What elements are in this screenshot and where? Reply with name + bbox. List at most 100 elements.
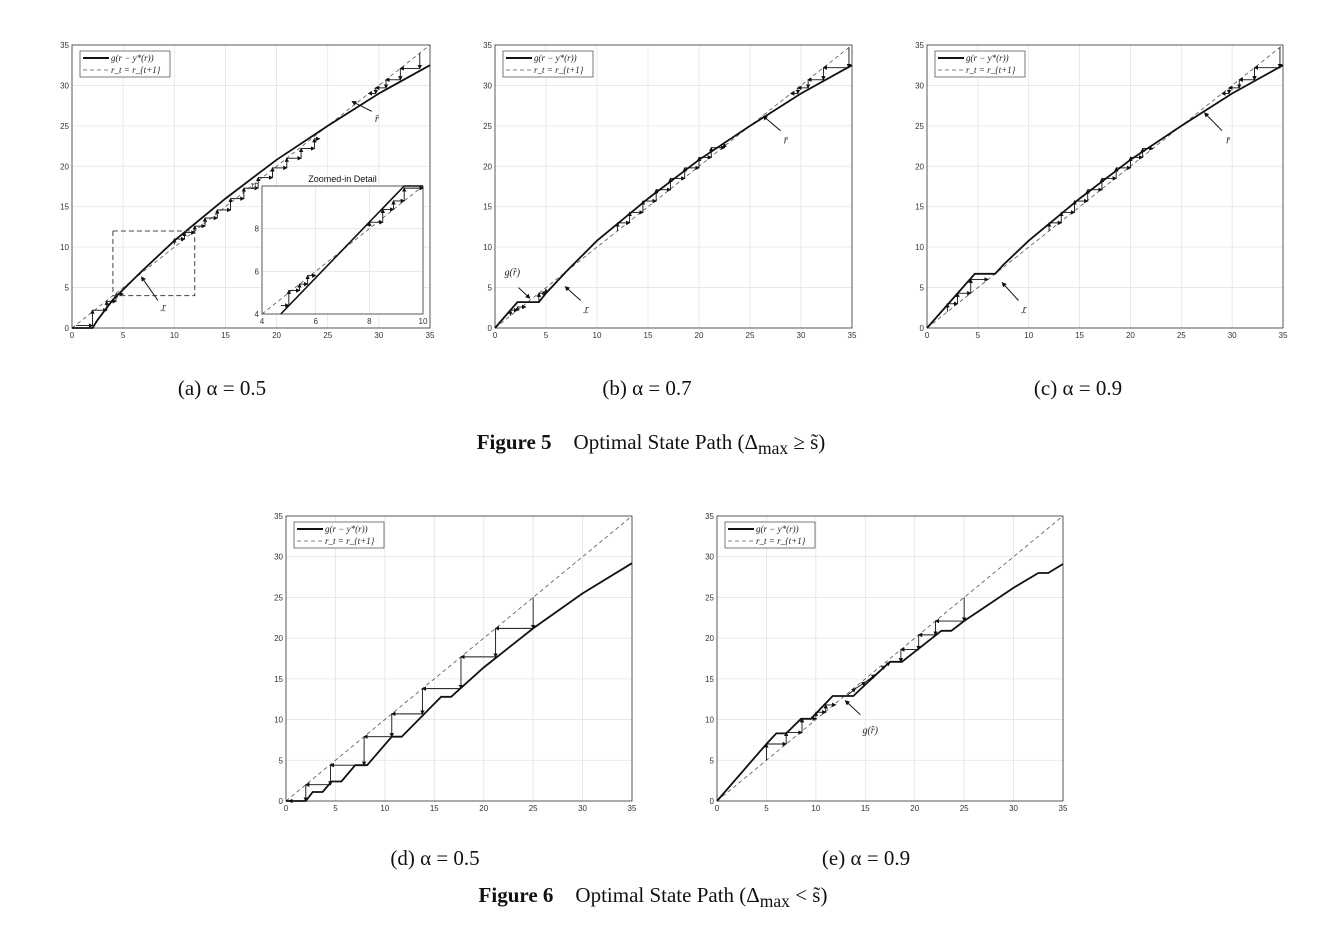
diagonal-series-line [285,515,633,802]
x-tick-label: 10 [170,331,179,340]
y-tick-label: 20 [483,162,492,171]
x-tick-label: 10 [1024,331,1033,340]
x-tick-label: 30 [374,331,383,340]
chart-c: 0 5 10 15 20 25 30 35 0 5 10 15 20 25 30 35 r̄ r̲ g(r − y*… [915,41,1288,340]
x-tick-label: 25 [529,804,538,813]
x-tick-label: 0 [925,331,930,340]
y-tick-label: 35 [274,512,283,521]
y-tick-label: 0 [488,324,493,333]
legend-label-solid: g(r − y*(r)) [756,524,799,534]
figure-title-sub: max [757,438,789,459]
x-tick-label: 15 [861,804,870,813]
y-tick-label: 10 [250,182,259,191]
annotation-arrow [762,115,781,132]
annotation-arrow [351,101,372,112]
y-tick-label: 15 [483,203,492,212]
annotation-label: r̲ [1021,304,1027,315]
x-tick-label: 25 [960,804,969,813]
x-tick-label: 35 [628,804,637,813]
annotation-label: r̄ [375,114,380,125]
legend-label-dashed: r_t = r_{t+1} [756,536,806,546]
legend-box [934,50,1026,78]
axes-box [494,44,853,329]
x-tick-label: 30 [1228,331,1237,340]
legend: g(r − y*(r)) r_t = r_{t+1} [724,521,816,549]
y-tick-label: 15 [915,203,924,212]
y-tick-label: 30 [915,81,924,90]
y-tick-label: 30 [705,553,714,562]
legend-box [724,521,816,549]
legend-box [79,50,171,78]
y-tick-label: 10 [60,243,69,252]
y-tick-label: 20 [60,162,69,171]
x-tick-label: 15 [430,804,439,813]
x-tick-label: 20 [695,331,704,340]
x-tick-label: 35 [426,331,435,340]
y-tick-label: 20 [915,162,924,171]
x-tick-label: 25 [323,331,332,340]
y-tick-label: 25 [483,122,492,131]
zoom-region-box [112,230,196,297]
figure-title-end: < s̃) [789,883,828,907]
legend-label-dashed: r_t = r_{t+1} [325,536,375,546]
x-tick-label: 25 [1177,331,1186,340]
axes-box [926,44,1284,329]
figure-title: Optimal State Path (Δ [573,430,758,454]
y-tick-label: 6 [255,267,260,276]
x-tick-label: 10 [593,331,602,340]
chart-e: 0 5 10 15 20 25 30 35 0 5 10 15 20 25 30 35 g(r̂) g(r − y… [705,512,1068,813]
annotation-arrow [1203,112,1223,132]
chart-a: 0 5 10 15 20 25 30 35 0 5 10 15 20 25 30 35 r̄ r̲ g(r − y*… [60,41,435,340]
x-tick-label: 35 [1059,804,1068,813]
x-tick-label: 0 [284,804,289,813]
y-tick-label: 15 [274,675,283,684]
x-tick-label: 35 [848,331,857,340]
x-tick-label: 25 [746,331,755,340]
legend: g(r − y*(r)) r_t = r_{t+1} [502,50,594,78]
legend-label-dashed: r_t = r_{t+1} [966,65,1016,75]
legend-label-solid: g(r − y*(r)) [966,53,1009,63]
axes-box [716,515,1064,802]
axes-box [71,44,431,329]
y-tick-label: 35 [705,512,714,521]
figure-label: Figure 5 [476,430,552,454]
legend-box [502,50,594,78]
x-tick-label: 0 [715,804,720,813]
annotation-label: r̄ [784,136,789,147]
x-tick-label: 20 [910,804,919,813]
y-tick-label: 35 [60,41,69,50]
x-tick-label: 20 [1126,331,1135,340]
g-curve-series-line [716,563,1064,802]
y-tick-label: 5 [920,284,925,293]
x-tick-label: 5 [121,331,126,340]
legend: g(r − y*(r)) r_t = r_{t+1} [293,521,385,549]
legend: g(r − y*(r)) r_t = r_{t+1} [79,50,171,78]
x-tick-label: 8 [367,317,372,326]
figure-title: Optimal State Path (Δ [575,883,760,907]
y-tick-label: 25 [60,122,69,131]
y-tick-label: 30 [60,81,69,90]
x-tick-label: 5 [544,331,549,340]
legend-label-dashed: r_t = r_{t+1} [534,65,584,75]
chart-b: 0 5 10 15 20 25 30 35 0 5 10 15 20 25 30 35 r̄ r̲ g(r̂) g(r… [483,41,857,340]
x-tick-label: 10 [419,317,428,326]
y-tick-label: 10 [483,243,492,252]
y-tick-label: 10 [274,716,283,725]
cobweb-segment [855,681,867,690]
cobweb-segment [847,688,857,696]
x-tick-label: 35 [1279,331,1288,340]
x-tick-label: 20 [479,804,488,813]
y-tick-label: 10 [915,243,924,252]
x-tick-label: 6 [313,317,318,326]
annotation-arrow [518,287,531,299]
annotation-arrow [1001,281,1019,301]
x-tick-label: 15 [221,331,230,340]
y-tick-label: 35 [915,41,924,50]
x-tick-label: 4 [260,317,265,326]
y-tick-label: 20 [274,634,283,643]
y-tick-label: 25 [705,593,714,602]
inset-zoomed-detail: 4 6 8 10 4 6 8 10 Zoomed-in Detail [250,174,428,326]
y-tick-label: 30 [483,81,492,90]
